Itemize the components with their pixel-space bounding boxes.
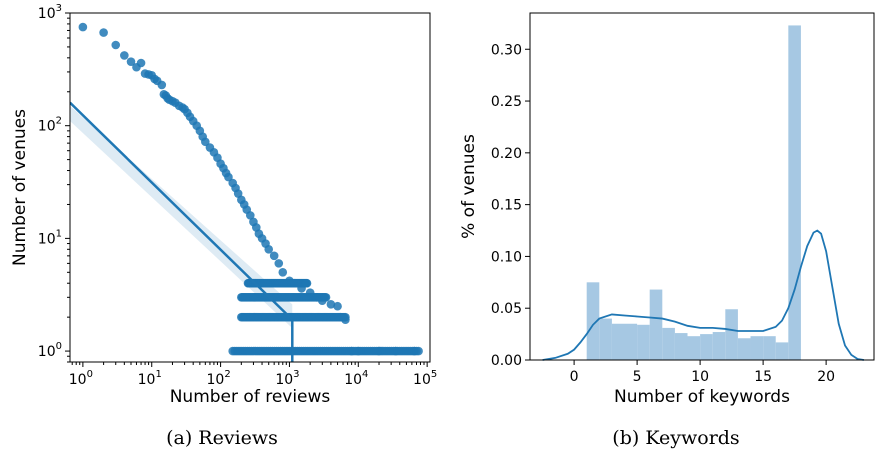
x-axis-label: Number of reviews	[170, 387, 331, 407]
scatter-point	[326, 300, 336, 309]
scatter-point	[269, 251, 279, 261]
x-tick-label: 10	[691, 369, 709, 385]
scatter-point	[136, 58, 146, 68]
scatter-point	[245, 211, 255, 220]
histogram-bar	[624, 323, 638, 360]
histogram-bar	[737, 338, 751, 360]
x-tick-label: 0	[570, 369, 579, 385]
scatter-point	[333, 301, 342, 311]
histogram-bar	[750, 336, 764, 360]
histogram-bar	[674, 333, 688, 360]
y-tick-label: 102	[38, 116, 62, 135]
x-axis-label: Number of keywords	[614, 387, 790, 407]
kde-line	[542, 229, 865, 361]
scatter-point	[321, 293, 331, 302]
y-axis-label: Number of venues	[10, 109, 30, 266]
y-tick-label: 103	[38, 3, 62, 22]
y-tick-label: 0.00	[491, 353, 522, 369]
histogram-bar	[611, 323, 625, 360]
y-tick-label: 0.30	[491, 42, 522, 58]
scatter-point	[278, 268, 288, 277]
scatter-point	[126, 57, 136, 66]
y-tick-label: 0.10	[491, 249, 522, 265]
x-tick-label: 103	[275, 369, 299, 388]
axes-frame-reviews	[69, 12, 431, 363]
scatter-point	[78, 22, 88, 32]
histogram-bar	[662, 327, 675, 360]
regression-line	[70, 101, 294, 321]
histogram-bar	[586, 282, 600, 360]
histogram-bar	[775, 342, 789, 360]
y-tick-label: 0.05	[491, 301, 522, 317]
histogram-bar	[725, 309, 738, 360]
scatter-point	[201, 137, 210, 147]
scatter-point	[157, 80, 167, 90]
histogram-bar	[700, 334, 713, 360]
histogram-bar	[712, 332, 726, 360]
x-tick-label: 15	[754, 369, 772, 385]
scatter-point	[224, 172, 233, 182]
histogram-bar	[763, 336, 776, 360]
histogram-bar	[599, 318, 612, 360]
chart-keywords: 0 5 10 15 20 0.00 0.05 0.10 0.15 0.20 0.25 0.30 Numb…	[459, 12, 875, 407]
caption-reviews: (a) Reviews	[166, 427, 278, 449]
histogram-bar	[637, 324, 650, 360]
x-tick-label: 101	[138, 369, 162, 388]
y-tick-label: 0.25	[491, 94, 522, 110]
x-tick-label: 102	[206, 369, 230, 388]
histogram-bar	[788, 25, 801, 361]
x-tick-label: 104	[344, 369, 368, 388]
y-tick-label: 0.20	[491, 146, 522, 162]
scatter-point	[302, 278, 312, 288]
y-axis-label: % of venues	[459, 134, 479, 239]
scatter-point	[274, 259, 284, 268]
scatter-point	[264, 245, 274, 254]
x-tick-label: 5	[633, 369, 642, 385]
scatter-point	[99, 28, 108, 37]
scatter-point	[111, 40, 121, 50]
y-tick-label: 100	[38, 341, 62, 360]
x-tick-label: 105	[413, 369, 437, 388]
histogram-bar	[649, 289, 663, 360]
y-tick-label: 101	[38, 228, 62, 247]
y-tick-label: 0.15	[491, 198, 522, 214]
scatter-point	[341, 312, 350, 322]
histogram-bar	[687, 336, 701, 360]
x-tick-label: 20	[817, 369, 835, 385]
plot-area-reviews	[70, 22, 423, 362]
scatter-point	[120, 51, 129, 60]
x-tick-label: 100	[69, 369, 93, 388]
scatter-point	[414, 346, 423, 356]
axes-frame-keywords	[529, 12, 875, 361]
caption-keywords: (b) Keywords	[612, 427, 739, 449]
confidence-band	[70, 105, 293, 329]
